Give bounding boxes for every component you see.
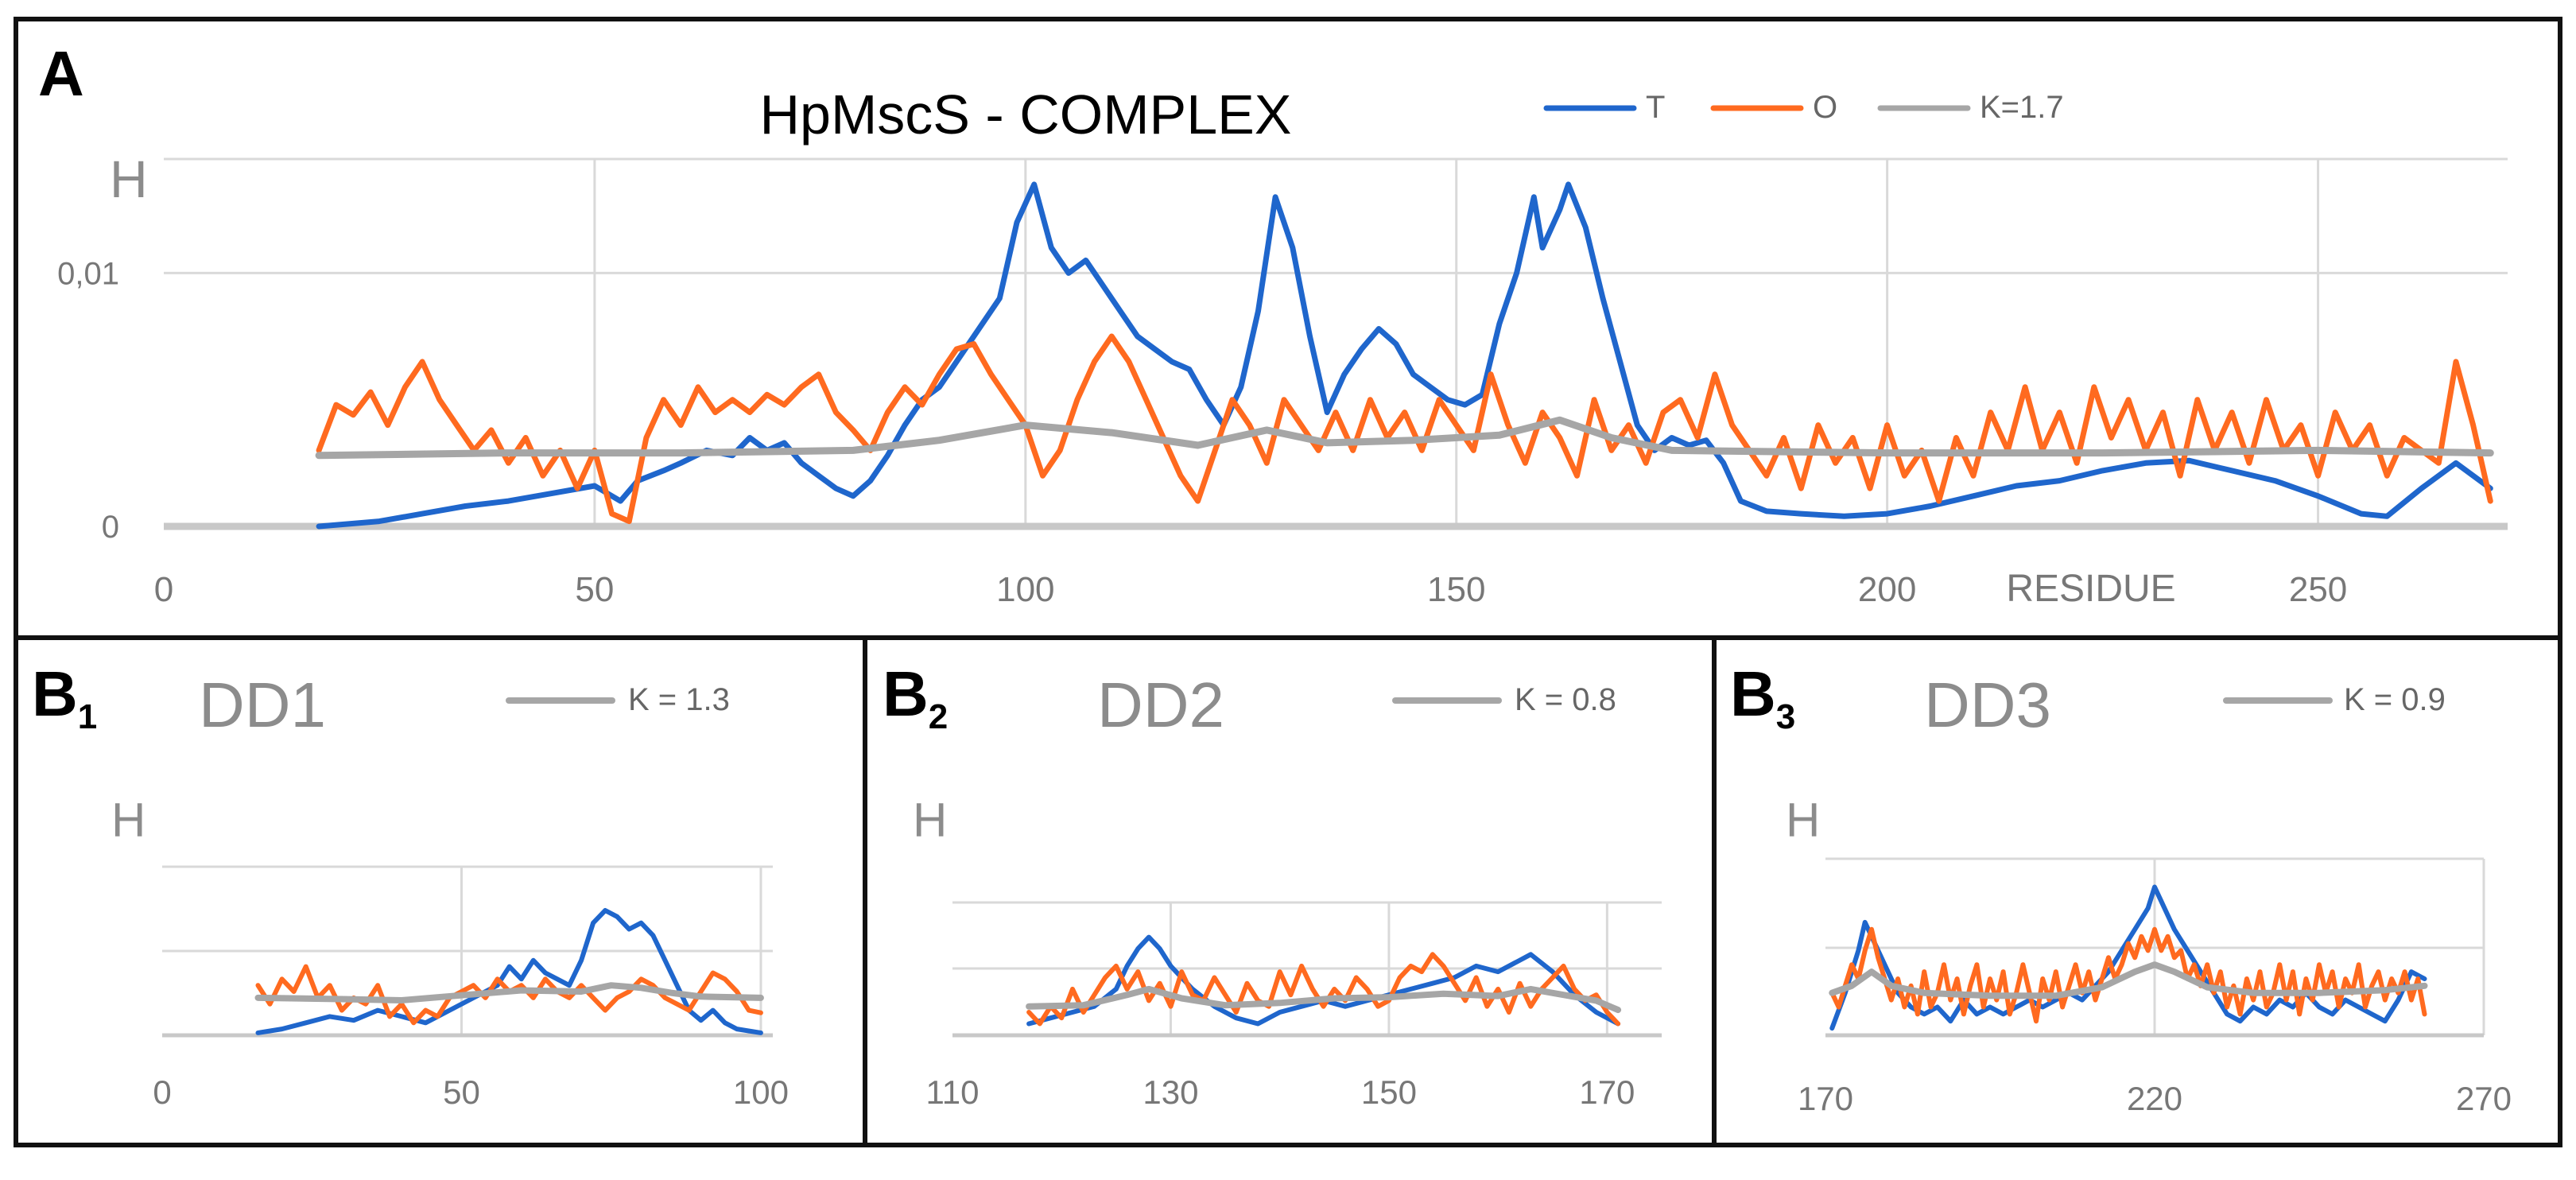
chart-b1-ylabel: H (111, 794, 145, 847)
chart-b1-series-k-line (254, 982, 764, 1003)
chart-b2-series-o-line (1026, 952, 1621, 1027)
chart-a-xtick-label-3: 150 (1427, 570, 1485, 609)
chart-a-legend-label-t: T (1646, 90, 1665, 125)
panel-b3-subscript: 3 (1776, 697, 1795, 736)
panel-a-title: HpMscS - COMPLEX (760, 83, 1292, 146)
chart-a-xtick-label-0: 0 (154, 570, 173, 609)
panel-b2-title: DD2 (1097, 670, 1224, 740)
panel-b3-frame (1712, 635, 2562, 1147)
panel-b3-label: B3 (1730, 658, 1795, 736)
panel-b1-letter: B (32, 658, 78, 729)
chart-b2-series-t-line (1026, 934, 1621, 1027)
chart-b1-legend-label-k: K = 1.3 (628, 682, 730, 717)
chart-a-xtick-label-5: 250 (2289, 570, 2347, 609)
panel-b1-title: DD1 (199, 670, 326, 740)
chart-a-series-o-line (316, 333, 2493, 525)
panel-b3-title: DD3 (1924, 670, 2051, 740)
chart-b1-xtick-label-0: 0 (153, 1073, 171, 1111)
chart-b3-series-k-line (1829, 961, 2428, 1000)
chart-panel-b1: 0 50 100 H K = 1.3 (111, 682, 789, 1111)
chart-b1-xtick-label-2: 100 (733, 1073, 789, 1111)
chart-b2-xtick-label-2: 150 (1361, 1073, 1417, 1111)
chart-a-legend-label-k: K=1.7 (1980, 90, 2064, 125)
chart-b2-legend-label-k: K = 0.8 (1515, 682, 1616, 717)
chart-b2-series-k-line (1026, 985, 1622, 1014)
chart-a-xtick-label-2: 100 (996, 570, 1054, 609)
panel-b2-label: B2 (883, 658, 948, 736)
chart-a-xtick-label-1: 50 (575, 570, 614, 609)
chart-a-ytick-label-0: 0 (102, 510, 119, 545)
chart-b1-xtick-label-1: 50 (443, 1073, 480, 1111)
chart-panel-b3: 170 220 270 H K = 0.9 (1786, 682, 2512, 1117)
chart-a-ylabel: H (110, 149, 148, 208)
panel-b3-letter: B (1730, 658, 1776, 729)
chart-panel-a: 0 50 100 150 200 250 0 0,01 H RESIDUE T O K=1.7 (57, 90, 2508, 610)
panel-b1-label: B1 (32, 658, 97, 736)
chart-b2-xtick-label-1: 130 (1143, 1073, 1198, 1111)
panel-b2-letter: B (883, 658, 929, 729)
panel-a-label: A (38, 38, 84, 109)
chart-b2-xtick-label-3: 170 (1579, 1073, 1635, 1111)
chart-b3-xtick-label-2: 270 (2456, 1080, 2512, 1117)
chart-b1-series-t-line (255, 908, 763, 1035)
chart-b2-xtick-label-0: 110 (926, 1073, 980, 1111)
chart-a-series-k-line (315, 416, 2494, 460)
chart-panel-b2: 110 130 150 170 H K = 0.8 (913, 682, 1662, 1111)
chart-b3-legend-label-k: K = 0.9 (2344, 682, 2446, 717)
chart-a-xtick-label-4: 200 (1858, 570, 1916, 609)
chart-a-legend-label-o: O (1813, 90, 1837, 125)
chart-a-series-t-line (316, 181, 2493, 530)
chart-a-xlabel: RESIDUE (2006, 568, 2175, 610)
panel-b1-subscript: 1 (78, 697, 97, 736)
chart-b3-series-t-line (1829, 884, 2427, 1031)
chart-b2-ylabel: H (913, 794, 947, 847)
chart-a-ytick-label-1: 0,01 (57, 256, 119, 291)
chart-b3-xtick-label-0: 170 (1798, 1080, 1853, 1117)
chart-b3-xtick-label-1: 220 (2127, 1080, 2182, 1117)
panel-b2-subscript: 2 (929, 697, 948, 736)
chart-b3-ylabel: H (1786, 794, 1820, 847)
